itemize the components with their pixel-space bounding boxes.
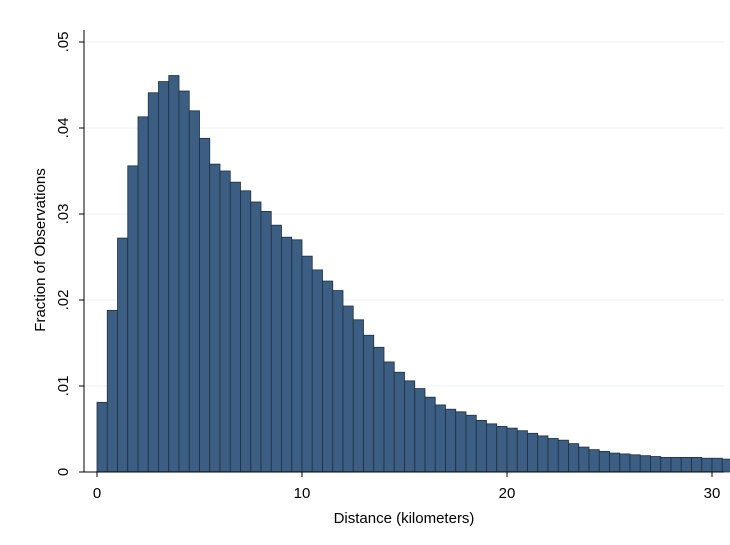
histogram-bar-38 xyxy=(486,423,498,473)
histogram-bar-0 xyxy=(96,401,108,473)
histogram-bar-46 xyxy=(568,443,580,473)
histogram-bar-39 xyxy=(496,426,508,473)
histogram-bar-14 xyxy=(240,190,252,473)
histogram-bar-20 xyxy=(301,255,313,473)
histogram-bar-49 xyxy=(598,450,610,473)
histogram-bar-18 xyxy=(281,236,293,473)
histogram-bar-56 xyxy=(670,456,682,473)
x-tick-label-1: 10 xyxy=(294,485,311,502)
histogram-bar-16 xyxy=(260,211,272,473)
histogram-bar-13 xyxy=(229,181,241,473)
histogram-bar-11 xyxy=(209,163,221,473)
histogram-bar-6 xyxy=(158,81,170,473)
x-tick-label-2: 20 xyxy=(499,485,516,502)
histogram-bar-10 xyxy=(199,137,211,473)
histogram-bar-57 xyxy=(680,456,692,473)
histogram-bar-47 xyxy=(578,446,590,473)
histogram-bar-41 xyxy=(516,430,528,473)
x-tick-label-3: 30 xyxy=(704,485,721,502)
histogram-bar-54 xyxy=(650,456,662,473)
histogram-bar-25 xyxy=(352,319,364,473)
histogram-bar-60 xyxy=(711,457,723,473)
histogram-bar-19 xyxy=(291,239,303,473)
histogram-bar-31 xyxy=(414,388,426,473)
histogram-bar-9 xyxy=(188,110,200,473)
histogram-bar-1 xyxy=(106,309,118,473)
histogram-bar-4 xyxy=(137,116,149,473)
histogram-bar-59 xyxy=(701,457,713,473)
histogram-bar-15 xyxy=(250,201,262,473)
histogram-bar-3 xyxy=(127,165,139,473)
histogram-bar-27 xyxy=(373,346,385,473)
y-tick-label-0: 0 xyxy=(55,468,72,476)
histogram-bar-21 xyxy=(311,269,323,473)
histogram-bar-53 xyxy=(639,455,651,473)
histogram-bar-61 xyxy=(721,458,730,473)
x-tick-label-0: 0 xyxy=(93,485,101,502)
histogram-bar-26 xyxy=(363,334,375,473)
y-tick-label-1: .01 xyxy=(55,376,72,397)
histogram-bar-43 xyxy=(537,435,549,473)
histogram-bar-40 xyxy=(506,427,518,473)
histogram-bar-12 xyxy=(219,170,231,473)
histogram-bar-55 xyxy=(660,456,672,473)
y-tick-label-3: .03 xyxy=(55,204,72,225)
histogram-bar-33 xyxy=(434,404,446,473)
histogram-bar-44 xyxy=(547,438,559,473)
histogram-bar-17 xyxy=(270,224,282,473)
histogram-bar-23 xyxy=(332,290,344,473)
y-axis-label: Fraction of Observations xyxy=(32,168,49,331)
bars-layer xyxy=(96,75,730,473)
histogram-bar-48 xyxy=(588,449,600,473)
axes-layer: 0 .01 .02 .03 .04 .05 0 10 20 30 xyxy=(55,30,724,502)
histogram-bar-50 xyxy=(609,452,621,473)
histogram-bar-51 xyxy=(619,453,631,473)
y-tick-label-2: .02 xyxy=(55,290,72,311)
histogram-bar-58 xyxy=(691,456,703,473)
histogram-bar-45 xyxy=(557,439,569,473)
histogram-bar-28 xyxy=(383,361,395,473)
histogram-bar-37 xyxy=(475,419,487,473)
histogram-bar-29 xyxy=(393,371,405,473)
histogram-bar-5 xyxy=(147,92,159,473)
histogram-bar-52 xyxy=(629,454,641,473)
x-axis-label: Distance (kilometers) xyxy=(334,510,475,527)
histogram-bar-8 xyxy=(178,90,190,473)
y-tick-label-5: .05 xyxy=(55,32,72,53)
histogram-bar-34 xyxy=(445,408,457,473)
histogram-bar-24 xyxy=(342,305,354,473)
histogram-bar-30 xyxy=(404,380,416,473)
histogram-bar-42 xyxy=(527,432,539,473)
histogram-bar-7 xyxy=(168,75,180,473)
histogram-bar-35 xyxy=(455,411,467,473)
histogram-bar-22 xyxy=(322,280,334,473)
y-tick-label-4: .04 xyxy=(55,118,72,139)
histogram-bar-2 xyxy=(117,237,129,473)
histogram-bar-32 xyxy=(424,396,436,473)
histogram-bar-36 xyxy=(465,414,477,473)
